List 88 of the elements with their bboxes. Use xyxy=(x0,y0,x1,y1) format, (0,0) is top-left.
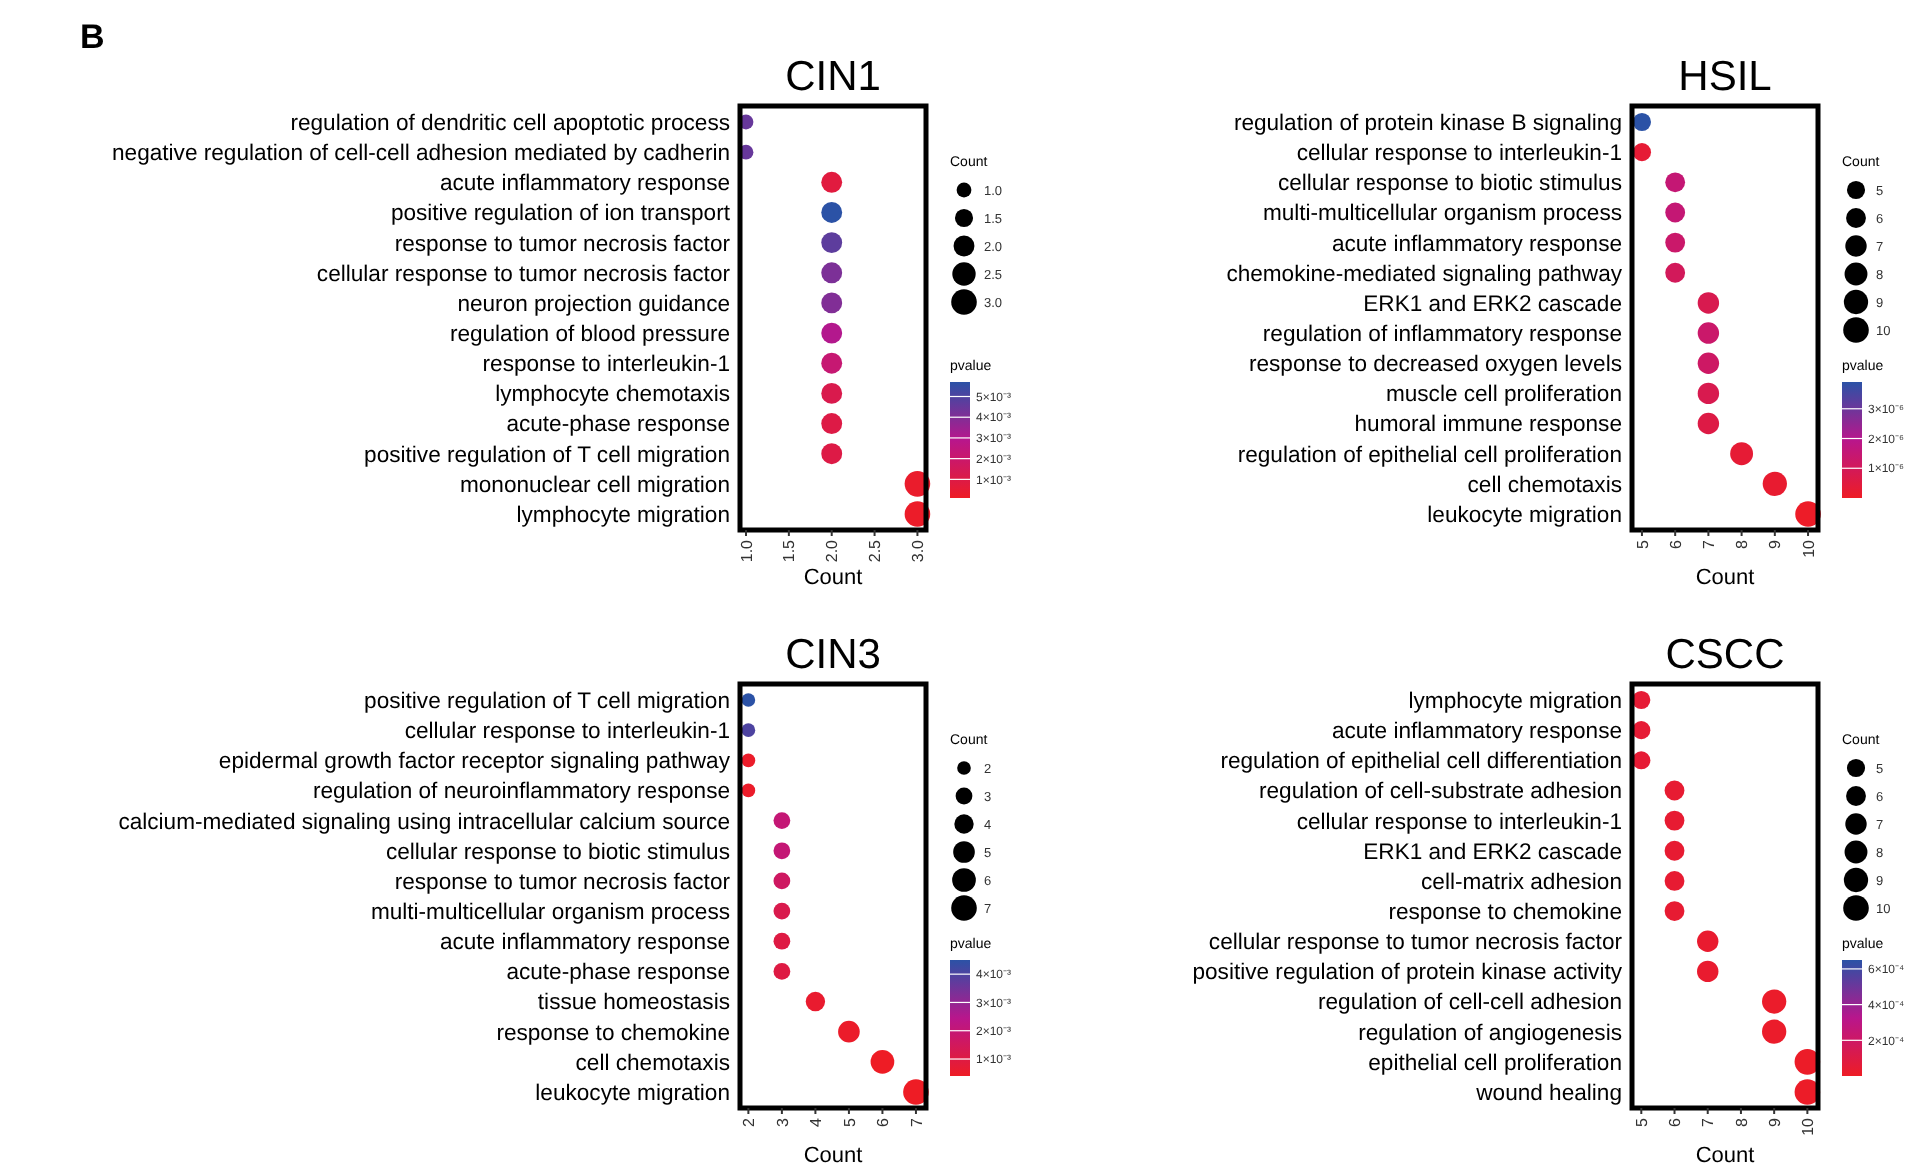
x-tick-label: 8 xyxy=(1732,1116,1751,1127)
x-tick-label: 10 xyxy=(1799,538,1818,558)
x-tick-label: 5 xyxy=(1633,538,1652,549)
y-tick-label: regulation of neuroinflammatory response xyxy=(313,780,730,805)
y-tick-label: regulation of dendritic cell apoptotic process xyxy=(290,111,731,136)
x-tick-label: 3.0 xyxy=(909,538,928,563)
y-tick-label: lymphocyte migration xyxy=(1408,689,1622,714)
y-tick-label: ERK1 and ERK2 cascade xyxy=(1363,840,1622,865)
y-tick-label: multi-multicellular organism process xyxy=(1262,202,1623,227)
y-tick-label: negative regulation of cell-cell adhesion mediated by cadherin xyxy=(112,142,730,167)
y-tick-label: positive regulation of T cell migration xyxy=(364,443,730,468)
y-tick-label: regulation of epithelial cell proliferation xyxy=(1237,443,1622,468)
x-tick-label: 2 xyxy=(739,1116,758,1127)
y-tick-label: chemokine-mediated signaling pathway xyxy=(1226,262,1623,287)
y-tick-label: regulation of cell-cell adhesion xyxy=(1318,991,1622,1016)
chart-title: CIN3 xyxy=(785,632,881,678)
y-tick-label: epithelial cell proliferation xyxy=(1368,1051,1622,1076)
y-tick-label: cell chemotaxis xyxy=(1467,473,1623,498)
y-tick-label: leukocyte migration xyxy=(1427,503,1622,528)
y-tick-label: regulation of cell-substrate adhesion xyxy=(1259,780,1622,805)
y-tick-label: cellular response to interleukin-1 xyxy=(404,720,730,745)
y-tick-label: positive regulation of ion transport xyxy=(390,202,732,227)
y-tick-label: muscle cell proliferation xyxy=(1385,383,1622,408)
y-tick-label: lymphocyte migration xyxy=(516,503,730,528)
x-tick-label: 2.0 xyxy=(823,538,842,563)
y-tick-label: positive regulation of T cell migration xyxy=(364,689,730,714)
x-tick-label: 7 xyxy=(1699,538,1718,549)
y-tick-label: cellular response to tumor necrosis factor xyxy=(316,262,731,287)
x-axis-title: Count xyxy=(1695,1144,1755,1168)
y-tick-label: regulation of angiogenesis xyxy=(1358,1021,1623,1046)
y-tick-label: epidermal growth factor receptor signaling pathway xyxy=(218,750,731,775)
y-tick-label: response to decreased oxygen levels xyxy=(1248,353,1623,378)
y-tick-label: leukocyte migration xyxy=(535,1081,730,1106)
x-tick-label: 3 xyxy=(773,1116,792,1127)
y-tick-label: regulation of protein kinase B signaling xyxy=(1233,111,1622,136)
y-tick-label: ERK1 and ERK2 cascade xyxy=(1363,292,1622,317)
y-tick-label: wound healing xyxy=(1474,1081,1622,1106)
x-tick-label: 7 xyxy=(1699,1116,1718,1127)
x-tick-label: 6 xyxy=(1666,1116,1685,1127)
chart-title: HSIL xyxy=(1678,54,1772,100)
y-tick-label: cell-matrix adhesion xyxy=(1421,870,1622,895)
x-tick-label: 1.0 xyxy=(737,538,756,563)
x-axis-title: Count xyxy=(1695,566,1755,590)
chart-title: CSCC xyxy=(1665,632,1785,678)
x-tick-label: 5 xyxy=(840,1116,859,1127)
y-tick-label: response to chemokine xyxy=(496,1021,730,1046)
x-tick-label: 7 xyxy=(907,1116,926,1127)
y-tick-label: calcium-mediated signaling using intracellular calcium source xyxy=(118,810,730,835)
text: B xyxy=(80,18,105,56)
y-tick-label: response to tumor necrosis factor xyxy=(394,232,731,257)
x-tick-label: 10 xyxy=(1798,1116,1817,1136)
y-tick-label: regulation of blood pressure xyxy=(449,322,730,347)
chart-title: CIN1 xyxy=(785,54,881,100)
x-axis-title: Count xyxy=(803,1144,863,1168)
x-tick-label: 6 xyxy=(874,1116,893,1127)
x-tick-label: 6 xyxy=(1666,538,1685,549)
y-tick-label: cellular response to tumor necrosis factor xyxy=(1208,931,1623,956)
y-tick-label: multi-multicellular organism process xyxy=(370,900,731,925)
y-tick-label: humoral immune response xyxy=(1354,413,1622,438)
y-tick-label: lymphocyte chemotaxis xyxy=(495,383,731,408)
y-tick-label: cell chemotaxis xyxy=(575,1051,731,1076)
x-tick-label: 9 xyxy=(1766,538,1785,549)
y-tick-label: regulation of epithelial cell differentiation xyxy=(1220,750,1622,775)
x-tick-label: 9 xyxy=(1765,1116,1784,1127)
y-tick-label: cellular response to biotic stimulus xyxy=(385,840,731,865)
y-tick-label: tissue homeostasis xyxy=(537,991,731,1016)
x-tick-label: 5 xyxy=(1632,1116,1651,1127)
y-tick-label: acute-phase response xyxy=(506,413,730,438)
x-tick-label: 4 xyxy=(807,1116,826,1127)
x-tick-label: 8 xyxy=(1733,538,1752,549)
y-tick-label: neuron projection guidance xyxy=(457,292,730,317)
x-tick-label: 1.5 xyxy=(780,538,799,563)
y-tick-label: acute inflammatory response xyxy=(1331,720,1622,745)
y-tick-label: positive regulation of protein kinase activity xyxy=(1192,961,1623,986)
y-tick-label: regulation of inflammatory response xyxy=(1262,322,1622,347)
y-tick-label: response to tumor necrosis factor xyxy=(394,870,731,895)
y-tick-label: cellular response to interleukin-1 xyxy=(1296,142,1622,167)
y-tick-label: acute-phase response xyxy=(506,961,730,986)
y-tick-label: acute inflammatory response xyxy=(439,172,730,197)
y-tick-label: response to chemokine xyxy=(1388,900,1622,925)
y-tick-label: cellular response to interleukin-1 xyxy=(1296,810,1622,835)
x-tick-label: 2.5 xyxy=(866,538,885,563)
x-axis-title: Count xyxy=(803,566,863,590)
y-tick-label: acute inflammatory response xyxy=(1331,232,1622,257)
y-tick-label: cellular response to biotic stimulus xyxy=(1277,172,1623,197)
y-tick-label: mononuclear cell migration xyxy=(459,473,730,498)
y-tick-label: response to interleukin-1 xyxy=(482,353,730,378)
y-tick-label: acute inflammatory response xyxy=(439,931,730,956)
